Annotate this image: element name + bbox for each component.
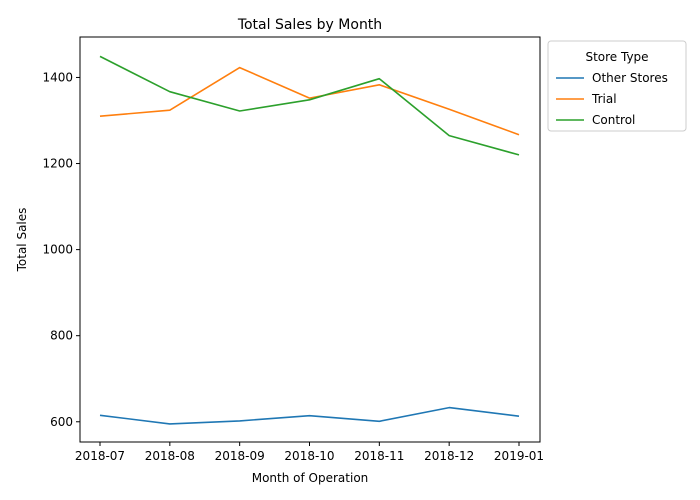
y-tick-label: 1000 bbox=[42, 243, 73, 257]
y-tick-label: 1200 bbox=[42, 157, 73, 171]
x-tick-label: 2018-09 bbox=[215, 449, 265, 463]
series-line-other-stores bbox=[99, 406, 520, 425]
x-tick-label: 2018-10 bbox=[284, 449, 334, 463]
series-lines bbox=[99, 55, 520, 425]
legend: Store Type Other Stores Trial Control bbox=[547, 40, 687, 132]
legend-entry: Other Stores bbox=[592, 71, 668, 85]
y-tick-label: 1400 bbox=[42, 70, 73, 84]
x-tick-label: 2018-12 bbox=[424, 449, 474, 463]
series-line-control bbox=[99, 55, 520, 156]
legend-entry: Trial bbox=[591, 92, 617, 106]
y-axis-label: Total Sales bbox=[15, 208, 29, 273]
legend-entry: Control bbox=[592, 113, 635, 127]
series-line-trial bbox=[99, 66, 520, 136]
x-tick-label: 2018-07 bbox=[75, 449, 125, 463]
legend-box bbox=[547, 40, 687, 132]
chart-title: Total Sales by Month bbox=[237, 17, 382, 33]
x-axis-label: Month of Operation bbox=[252, 471, 369, 485]
x-tick-label: 2019-01 bbox=[494, 449, 544, 463]
y-tick-label: 600 bbox=[50, 415, 73, 429]
x-tick-label: 2018-11 bbox=[354, 449, 404, 463]
y-axis: 600 800 1000 1200 1400 bbox=[42, 70, 80, 429]
legend-title: Store Type bbox=[585, 50, 648, 64]
y-tick-label: 800 bbox=[50, 329, 73, 343]
x-tick-label: 2018-08 bbox=[145, 449, 195, 463]
x-axis: 2018-07 2018-08 2018-09 2018-10 2018-11 2018-… bbox=[75, 442, 544, 463]
